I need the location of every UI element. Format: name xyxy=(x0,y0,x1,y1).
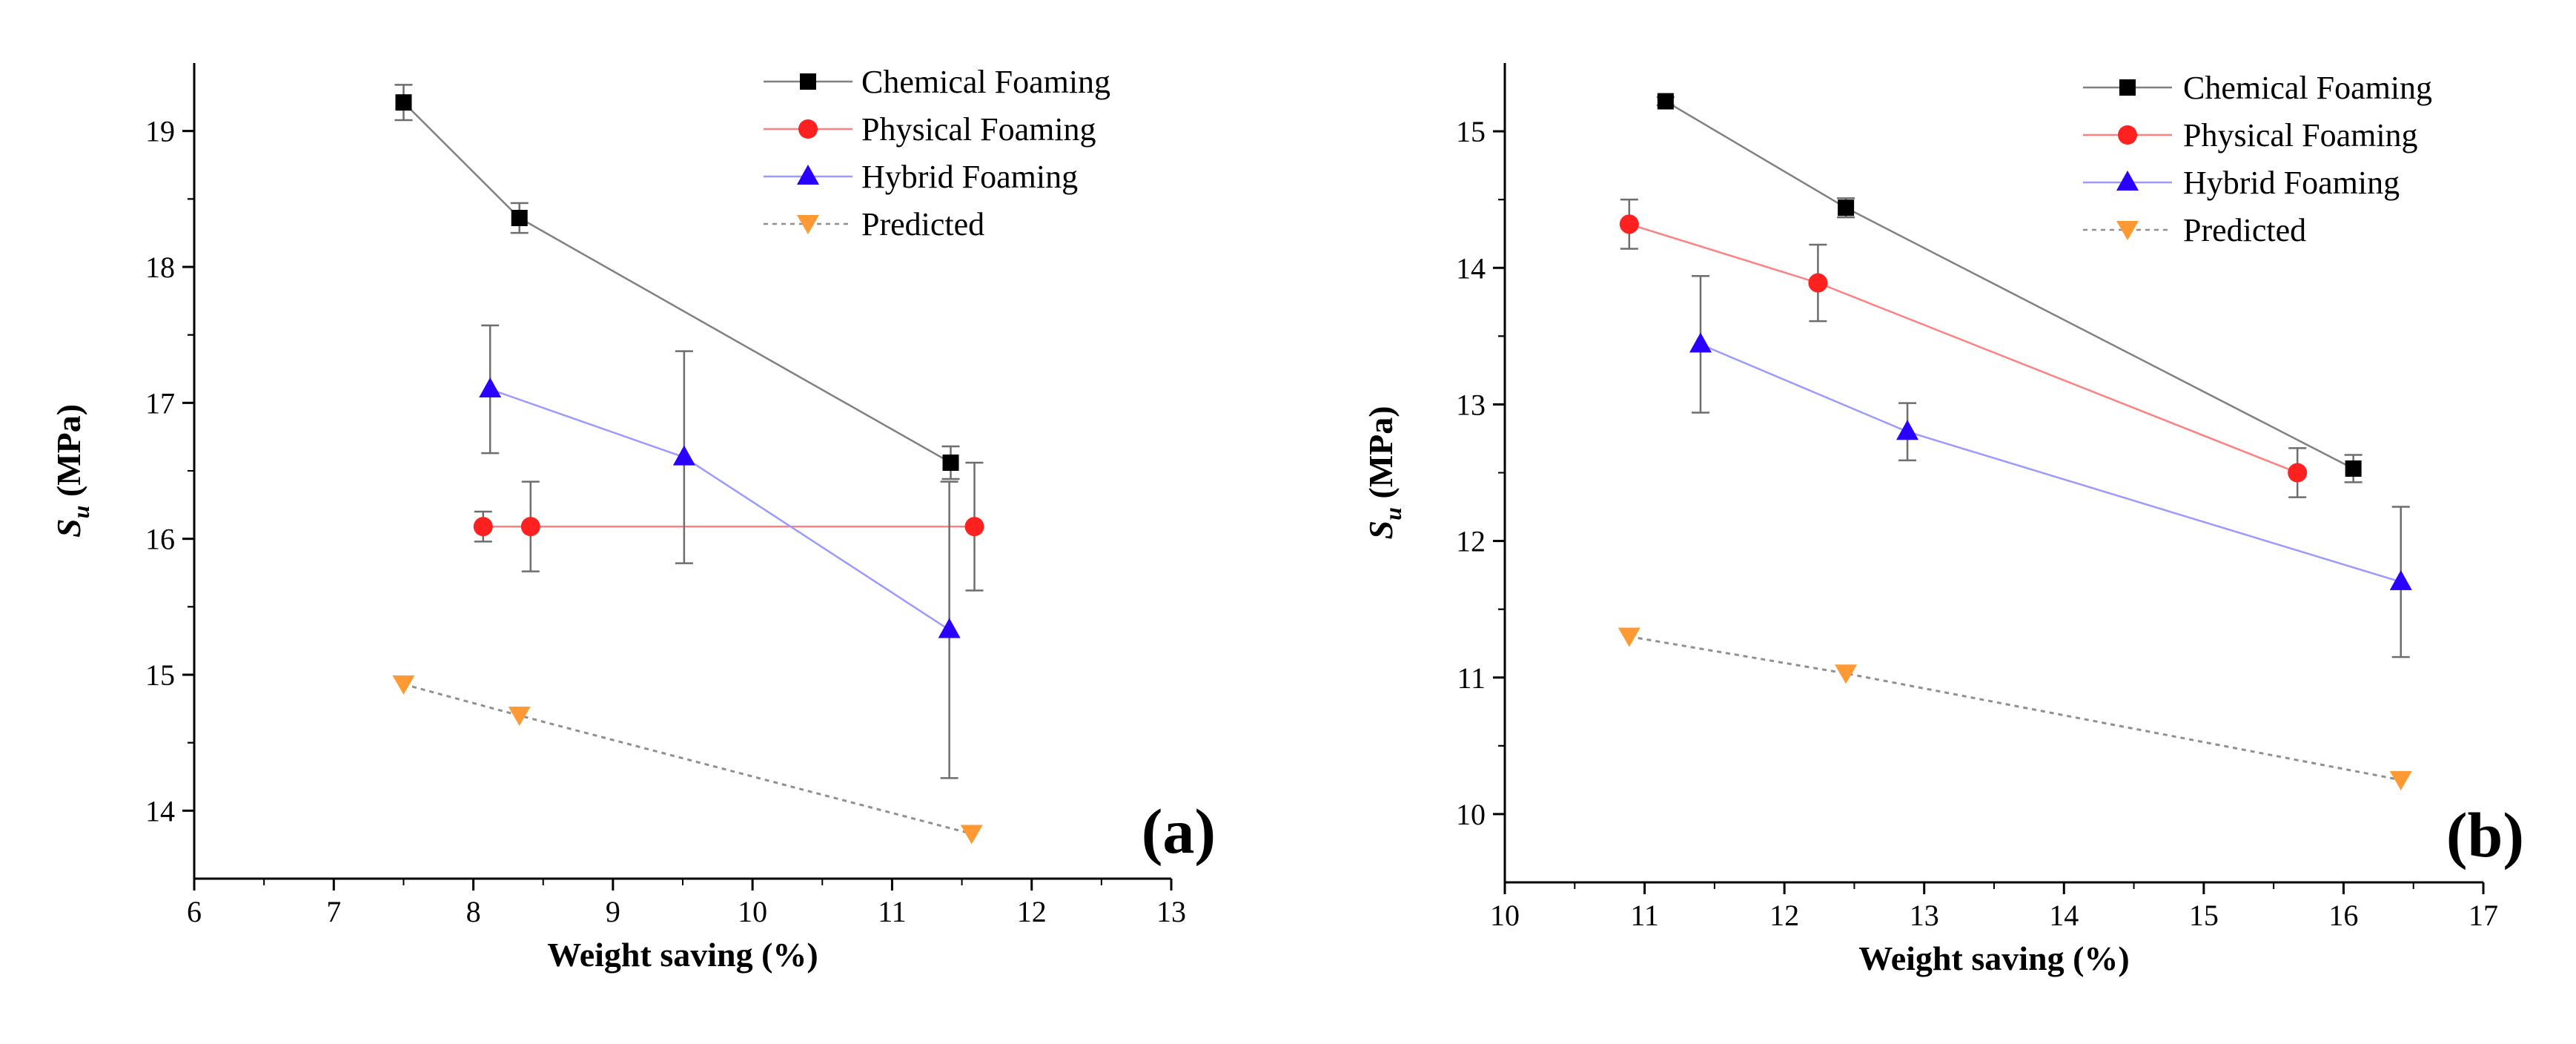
series-predicted xyxy=(392,675,983,845)
legend-label: Hybrid Foaming xyxy=(2183,165,2400,201)
series-predicted xyxy=(1618,627,2412,790)
legend-marker xyxy=(2116,171,2139,191)
y-axis-title-unit: (MPa) xyxy=(50,404,87,506)
series-chemical-foaming xyxy=(394,84,960,480)
x-axis-title: Weight saving (%) xyxy=(547,936,818,974)
data-point-marker xyxy=(395,94,412,111)
legend-marker xyxy=(2119,79,2136,96)
y-tick-label: 11 xyxy=(1457,661,1486,695)
x-tick-label: 13 xyxy=(1910,899,1939,932)
data-point-marker xyxy=(2345,460,2362,477)
y-axis-title: Su (MPa) xyxy=(1362,406,1406,539)
legend-marker xyxy=(797,165,819,185)
x-tick-label: 8 xyxy=(466,895,481,928)
y-axis-title-subscript: u xyxy=(1380,507,1406,521)
chart-panel-b: 10 11 12 13 14 15 16 17 10 11 12 13 14 15 Weight savin… xyxy=(1362,63,2524,977)
legend-marker xyxy=(797,215,819,234)
series-line xyxy=(403,683,973,835)
data-point-marker xyxy=(1657,93,1674,110)
legend-label: Chemical Foaming xyxy=(2183,70,2432,106)
legend-label: Predicted xyxy=(2183,212,2306,248)
series-line xyxy=(1629,223,2298,474)
data-point-marker xyxy=(964,517,984,537)
data-point-marker xyxy=(1838,199,1855,217)
y-tick-label: 13 xyxy=(1456,388,1486,421)
data-point-marker xyxy=(1808,273,1828,293)
legend-label: Chemical Foaming xyxy=(861,64,1110,100)
data-point-marker xyxy=(520,517,540,537)
x-tick-label: 14 xyxy=(2049,899,2079,932)
data-point-marker xyxy=(1689,332,1712,353)
y-tick-label: 17 xyxy=(145,386,175,420)
x-tick-label: 17 xyxy=(2469,899,2498,932)
legend-label: Physical Foaming xyxy=(861,111,1096,148)
series-line xyxy=(1629,635,2402,782)
data-point-marker xyxy=(508,707,531,726)
data-point-marker xyxy=(392,675,415,695)
series-line xyxy=(403,102,952,464)
x-tick-label: 12 xyxy=(1769,899,1799,932)
y-tick-label: 12 xyxy=(1456,525,1486,558)
x-tick-label: 6 xyxy=(187,895,202,928)
y-axis-title-symbol: S xyxy=(1362,521,1400,540)
series-hybrid-foaming xyxy=(1689,275,2412,658)
y-tick-label: 14 xyxy=(1456,251,1486,285)
y-axis-title-symbol: S xyxy=(50,518,87,538)
series-line xyxy=(1700,343,2402,584)
x-axis-title: Weight saving (%) xyxy=(1858,939,2129,977)
x-tick-label: 7 xyxy=(326,895,341,928)
legend-label: Hybrid Foaming xyxy=(861,159,1078,195)
legend-marker xyxy=(2116,221,2139,240)
y-tick-label: 18 xyxy=(145,251,175,284)
data-point-marker xyxy=(511,210,528,226)
y-tick-label: 15 xyxy=(1456,115,1486,148)
y-tick-label: 10 xyxy=(1456,798,1486,831)
data-point-marker xyxy=(473,517,493,537)
data-point-marker xyxy=(2389,569,2412,590)
data-point-marker xyxy=(2288,463,2308,483)
x-tick-label: 12 xyxy=(1017,895,1047,928)
data-point-marker xyxy=(672,445,695,466)
y-tick-label: 15 xyxy=(145,658,175,692)
x-tick-label: 10 xyxy=(738,895,767,928)
y-axis-title-subscript: u xyxy=(67,506,94,519)
series-physical-foaming xyxy=(1619,198,2308,498)
y-axis-title: Su (MPa) xyxy=(50,404,94,538)
legend-marker xyxy=(2118,125,2137,145)
data-point-marker xyxy=(1619,214,1639,234)
y-tick-label: 16 xyxy=(145,523,175,556)
legend-marker xyxy=(800,73,816,90)
series-physical-foaming xyxy=(473,461,984,592)
y-tick-label: 14 xyxy=(145,794,175,827)
legend-label: Physical Foaming xyxy=(2183,117,2418,153)
legend-marker xyxy=(798,119,818,139)
panel-label: (a) xyxy=(1142,796,1216,867)
data-point-marker xyxy=(942,455,959,471)
data-point-marker xyxy=(1618,627,1640,647)
data-point-marker xyxy=(1896,420,1919,440)
data-point-marker xyxy=(938,618,961,638)
y-axis-title-unit: (MPa) xyxy=(1362,406,1400,507)
chart-panel-a: 6 7 8 9 10 11 12 13 14 15 16 17 18 19 Weight saving (%… xyxy=(50,63,1216,974)
series-line xyxy=(1665,100,2354,470)
x-tick-label: 9 xyxy=(606,895,620,928)
data-point-marker xyxy=(2389,770,2412,790)
data-point-marker xyxy=(960,825,983,845)
series-hybrid-foaming xyxy=(479,324,961,779)
y-tick-label: 19 xyxy=(145,115,175,148)
series-line xyxy=(489,388,950,631)
x-tick-label: 13 xyxy=(1156,895,1186,928)
panel-label: (b) xyxy=(2446,799,2524,870)
x-tick-label: 15 xyxy=(2189,899,2219,932)
data-point-marker xyxy=(479,377,502,397)
x-tick-label: 10 xyxy=(1490,899,1520,932)
legend-label: Predicted xyxy=(861,206,984,242)
x-tick-label: 11 xyxy=(1630,899,1659,932)
series-chemical-foaming xyxy=(1656,93,2363,483)
x-tick-label: 16 xyxy=(2328,899,2358,932)
x-tick-label: 11 xyxy=(878,895,907,928)
data-point-marker xyxy=(1835,664,1858,684)
